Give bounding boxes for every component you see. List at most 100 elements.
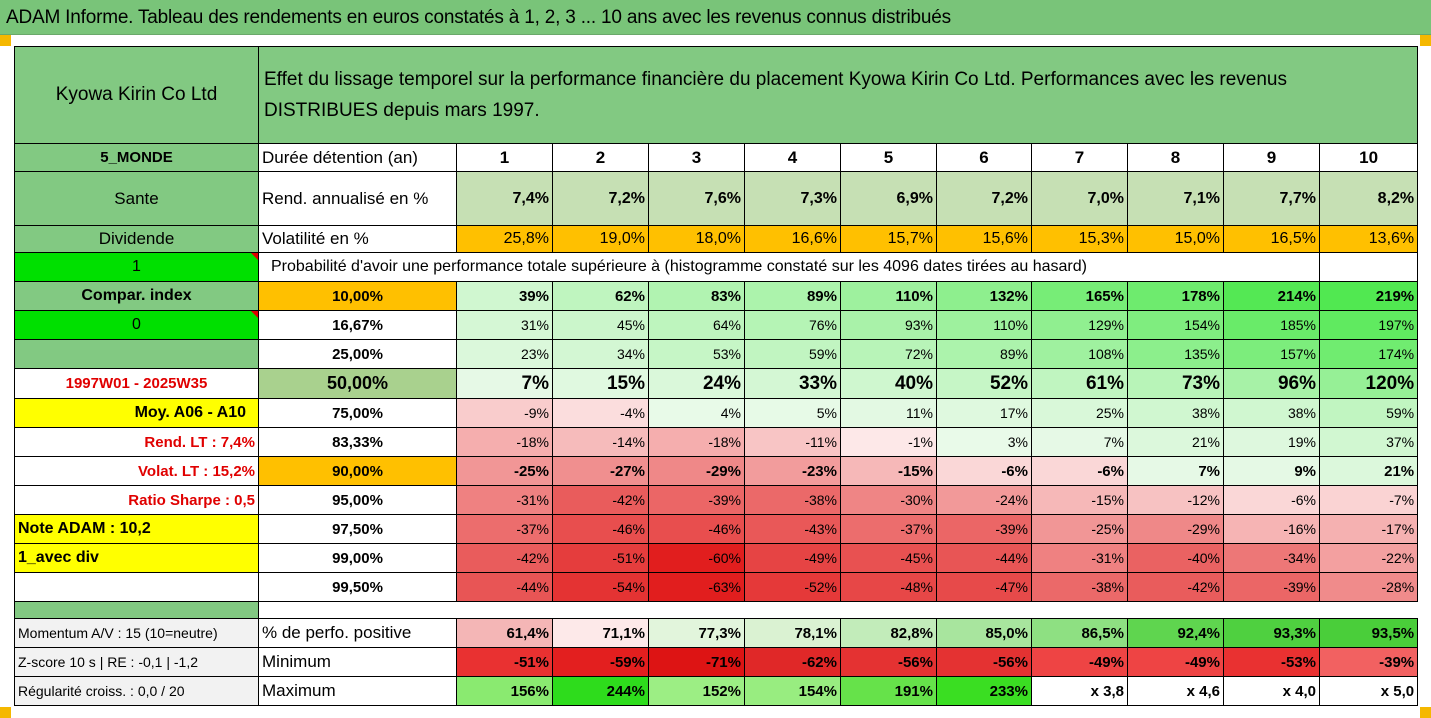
threshold-percent: 95,00%: [258, 485, 457, 515]
corner-marker: [0, 35, 11, 46]
year-header: 6: [936, 143, 1032, 172]
company-name: Kyowa Kirin Co Ltd: [14, 46, 259, 144]
maximum-value: x 5,0: [1318, 676, 1419, 706]
probability-value: 129%: [1031, 310, 1128, 340]
year-header: 10: [1318, 143, 1419, 172]
probability-value: 21%: [1127, 427, 1224, 457]
probability-value: -14%: [552, 427, 649, 457]
threshold-percent: 10,00%: [258, 281, 457, 311]
probability-value: -42%: [1127, 572, 1224, 602]
probability-value: -42%: [456, 543, 553, 573]
maximum-value: 154%: [744, 676, 841, 706]
probability-value: 52%: [936, 368, 1032, 399]
probability-value: 17%: [936, 398, 1032, 428]
probability-value: 39%: [456, 281, 553, 311]
probability-value: -12%: [1127, 485, 1224, 515]
dividend-mode: 1_avec div: [14, 543, 259, 573]
annual-return-value: 7,4%: [456, 171, 553, 226]
probability-value: -11%: [744, 427, 841, 457]
volatility-value: 15,7%: [840, 225, 937, 253]
duration-label: Durée détention (an): [258, 143, 457, 172]
probability-value: 4%: [648, 398, 745, 428]
positive-perf-value: 78,1%: [744, 618, 841, 648]
minimum-value: -49%: [1127, 647, 1224, 677]
probability-value: 37%: [1318, 427, 1419, 457]
momentum-label: Momentum A/V : 15 (10=neutre): [14, 618, 259, 648]
year-header: 9: [1223, 143, 1320, 172]
positive-perf-value: 93,5%: [1318, 618, 1419, 648]
probability-value: 15%: [552, 368, 649, 399]
year-header: 7: [1031, 143, 1128, 172]
performance-table: Kyowa Kirin Co Ltd Effet du lissage temp…: [14, 46, 1419, 706]
probability-caption: Probabilité d'avoir une performance tota…: [258, 252, 1224, 282]
threshold-percent: 99,50%: [258, 572, 457, 602]
separator-blank: [258, 601, 1418, 619]
volatility-value: 19,0%: [552, 225, 649, 253]
maximum-value: x 3,8: [1031, 676, 1128, 706]
table-description: Effet du lissage temporel sur la perform…: [257, 46, 1419, 144]
corner-marker: [0, 707, 11, 718]
probability-value: 31%: [456, 310, 553, 340]
probability-value: 61%: [1031, 368, 1128, 399]
probability-value: 21%: [1318, 456, 1419, 486]
regularity-label: Régularité croiss. : 0,0 / 20: [14, 676, 259, 706]
annual-return-value: 8,2%: [1318, 171, 1419, 226]
long-term-return: Rend. LT : 7,4%: [14, 427, 259, 457]
probability-value: 72%: [840, 339, 937, 369]
zscore-label: Z-score 10 s | RE : -0,1 | -1,2: [14, 647, 259, 677]
probability-value: -39%: [936, 514, 1032, 544]
positive-perf-value: 82,8%: [840, 618, 937, 648]
probability-value: -22%: [1318, 543, 1419, 573]
probability-value: -44%: [936, 543, 1032, 573]
probability-value: -48%: [840, 572, 937, 602]
probability-value: 76%: [744, 310, 841, 340]
annual-return-label: Rend. annualisé en %: [258, 171, 457, 226]
probability-value: -54%: [552, 572, 649, 602]
volatility-value: 16,5%: [1223, 225, 1320, 253]
probability-value: -4%: [552, 398, 649, 428]
probability-value: -45%: [840, 543, 937, 573]
probability-value: 25%: [1031, 398, 1128, 428]
probability-value: 24%: [648, 368, 745, 399]
minimum-value: -49%: [1031, 647, 1128, 677]
probability-value: -31%: [1031, 543, 1128, 573]
separator-green: [14, 601, 259, 619]
probability-value: 110%: [936, 310, 1032, 340]
minimum-value: -59%: [552, 647, 649, 677]
probability-value: -39%: [648, 485, 745, 515]
probability-value: -25%: [1031, 514, 1128, 544]
probability-value: -38%: [744, 485, 841, 515]
probability-value: 33%: [744, 368, 841, 399]
probability-value: 7%: [1127, 456, 1224, 486]
flag-cell-1[interactable]: 1: [14, 252, 259, 282]
probability-value: 45%: [552, 310, 649, 340]
flag-cell-0[interactable]: 0: [14, 310, 259, 340]
annual-return-value: 7,7%: [1223, 171, 1320, 226]
volatility-label: Volatilité en %: [258, 225, 457, 253]
volatility-value: 16,6%: [744, 225, 841, 253]
threshold-percent: 16,67%: [258, 310, 457, 340]
probability-value: 108%: [1031, 339, 1128, 369]
probability-value: 96%: [1223, 368, 1320, 399]
threshold-percent: 75,00%: [258, 398, 457, 428]
probability-value: 93%: [840, 310, 937, 340]
probability-value: 214%: [1223, 281, 1320, 311]
volatility-value: 15,6%: [936, 225, 1032, 253]
empty-cell: [1223, 252, 1320, 282]
probability-value: 53%: [648, 339, 745, 369]
probability-value: -37%: [840, 514, 937, 544]
year-header: 4: [744, 143, 841, 172]
probability-value: 165%: [1031, 281, 1128, 311]
minimum-value: -62%: [744, 647, 841, 677]
annual-return-value: 7,2%: [936, 171, 1032, 226]
maximum-value: 156%: [456, 676, 553, 706]
probability-value: 185%: [1223, 310, 1320, 340]
probability-value: -30%: [840, 485, 937, 515]
banner-title: ADAM Informe. Tableau des rendements en …: [6, 7, 951, 28]
probability-value: -23%: [744, 456, 841, 486]
volatility-value: 13,6%: [1318, 225, 1419, 253]
probability-value: -6%: [1223, 485, 1320, 515]
year-header: 8: [1127, 143, 1224, 172]
probability-value: -9%: [456, 398, 553, 428]
annual-return-value: 7,6%: [648, 171, 745, 226]
